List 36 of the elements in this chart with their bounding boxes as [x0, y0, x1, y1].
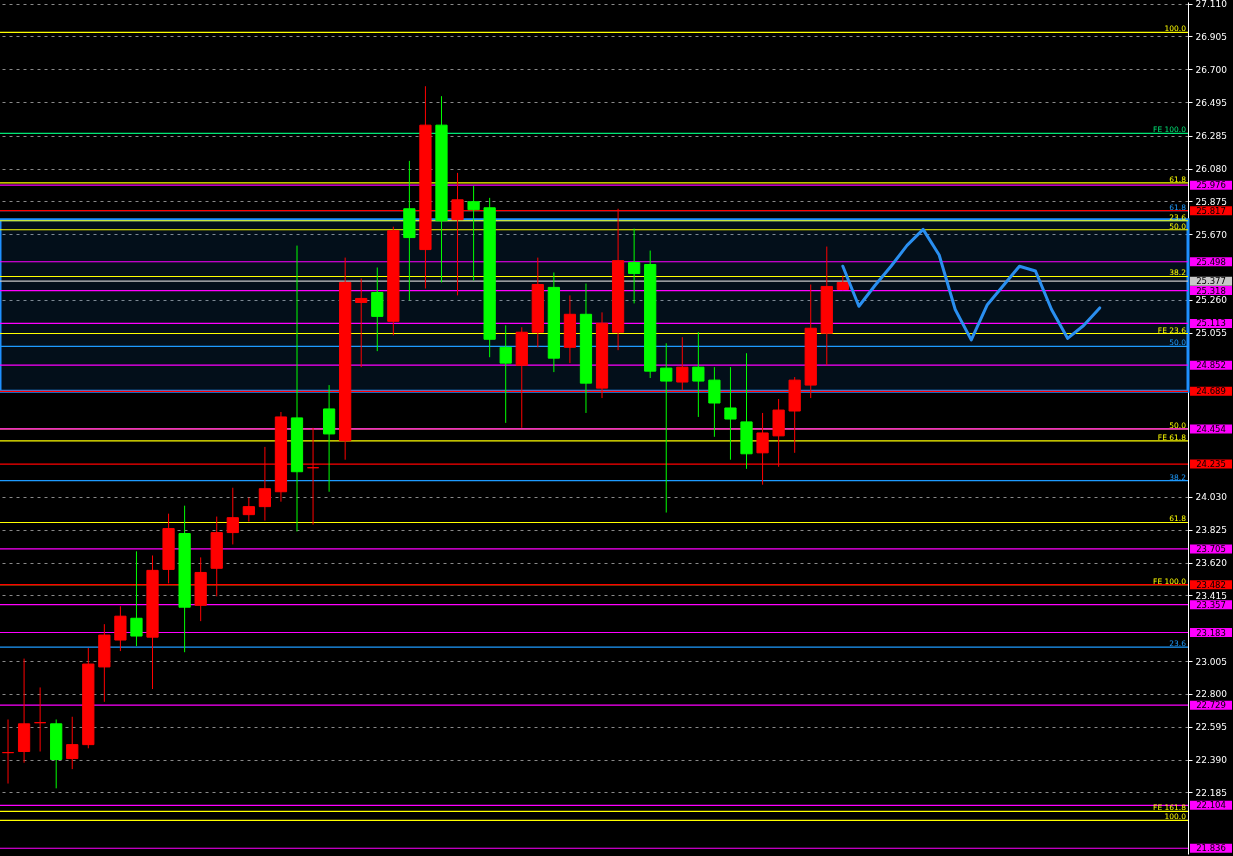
y-tick-label: 26.080	[1195, 164, 1228, 175]
y-tick-label: 22.800	[1195, 689, 1228, 700]
y-tick-label: 23.005	[1195, 656, 1227, 667]
y-tick-label: 25.875	[1195, 196, 1227, 207]
ref-line-label: 24.689	[1196, 386, 1226, 397]
y-tick-label: 24.030	[1195, 492, 1228, 503]
y-tick-label: 26.700	[1195, 64, 1228, 75]
y-tick-label: 23.415	[1195, 590, 1227, 601]
ref-line-label: 22.729	[1196, 700, 1226, 711]
y-tick-label: 25.260	[1195, 295, 1228, 306]
y-tick-label: 23.620	[1195, 558, 1228, 569]
ref-line-label: 25.377	[1196, 276, 1226, 287]
y-tick-label: 26.495	[1195, 97, 1227, 108]
y-tick-label: 23.825	[1195, 525, 1227, 536]
y-tick-label: 26.285	[1195, 131, 1227, 142]
ref-line-label: 24.235	[1196, 459, 1226, 470]
ref-line-label: 24.454	[1196, 423, 1226, 434]
ref-line-label: 25.113	[1196, 318, 1226, 329]
y-tick-label: 22.185	[1195, 787, 1227, 798]
ref-line-label: 25.498	[1196, 256, 1226, 267]
ref-line-label: 23.183	[1196, 627, 1226, 638]
y-tick-label: 22.595	[1195, 722, 1227, 733]
ref-line-label: 21.836	[1196, 843, 1226, 854]
ref-line-label: 25.817	[1196, 205, 1226, 216]
y-tick-label: 26.905	[1195, 31, 1227, 42]
ref-line-label: 25.318	[1196, 285, 1226, 296]
y-tick-label: 22.390	[1195, 755, 1228, 766]
ref-line-label: 23.705	[1196, 543, 1226, 554]
y-tick-label: 25.670	[1195, 229, 1228, 240]
ref-line-label: 22.104	[1196, 800, 1226, 811]
ref-line-label: 24.852	[1196, 360, 1226, 371]
y-tick-label: 27.110	[1195, 0, 1228, 10]
ref-line-label: 23.482	[1196, 579, 1226, 590]
y-tick-label: 25.055	[1195, 328, 1227, 339]
ref-line-label: 25.976	[1196, 180, 1226, 191]
ref-line-label: 23.357	[1196, 599, 1226, 610]
